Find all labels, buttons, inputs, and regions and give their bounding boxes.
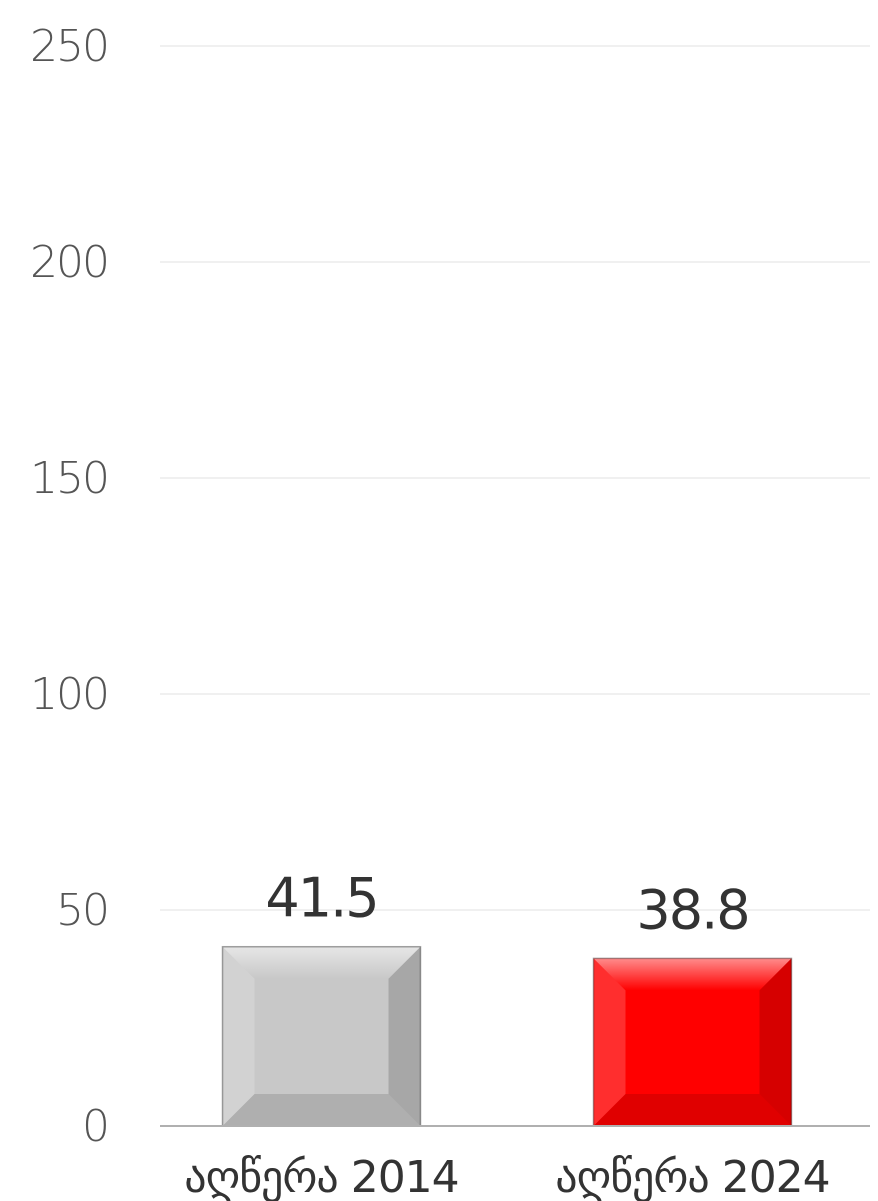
y-tick-label: 150 (30, 453, 108, 504)
x-axis-category-labels: აღწერა 2014 აღწერა 2024 (184, 1152, 830, 1201)
bars (221, 945, 793, 1127)
y-tick-label: 200 (30, 237, 108, 288)
data-labels: 41.5 38.8 (265, 867, 750, 942)
bar-bevel-top (222, 946, 421, 979)
data-label: 38.8 (636, 878, 748, 941)
y-axis-tick-labels: 0 50 100 150 200 250 (30, 21, 110, 1152)
x-category-label: აღწერა 2024 (555, 1152, 829, 1201)
y-tick-label: 100 (30, 669, 108, 720)
y-tick-label: 0 (82, 1101, 108, 1152)
gridlines (160, 45, 870, 911)
bar (221, 945, 422, 1127)
bar-bevel-left (222, 946, 255, 1126)
data-label: 41.5 (265, 867, 377, 930)
y-tick-label: 50 (56, 885, 108, 936)
bar-bevel-top (593, 958, 792, 991)
y-tick-label: 250 (30, 21, 108, 72)
bar (592, 957, 793, 1127)
bar-bevel-left (593, 958, 626, 1126)
bar-bevel-bottom (593, 1094, 792, 1126)
bar-bevel-bottom (222, 1094, 421, 1126)
x-category-label: აღწერა 2014 (184, 1152, 458, 1201)
bar-bevel-right (388, 946, 421, 1126)
bar-bevel-right (759, 958, 792, 1126)
